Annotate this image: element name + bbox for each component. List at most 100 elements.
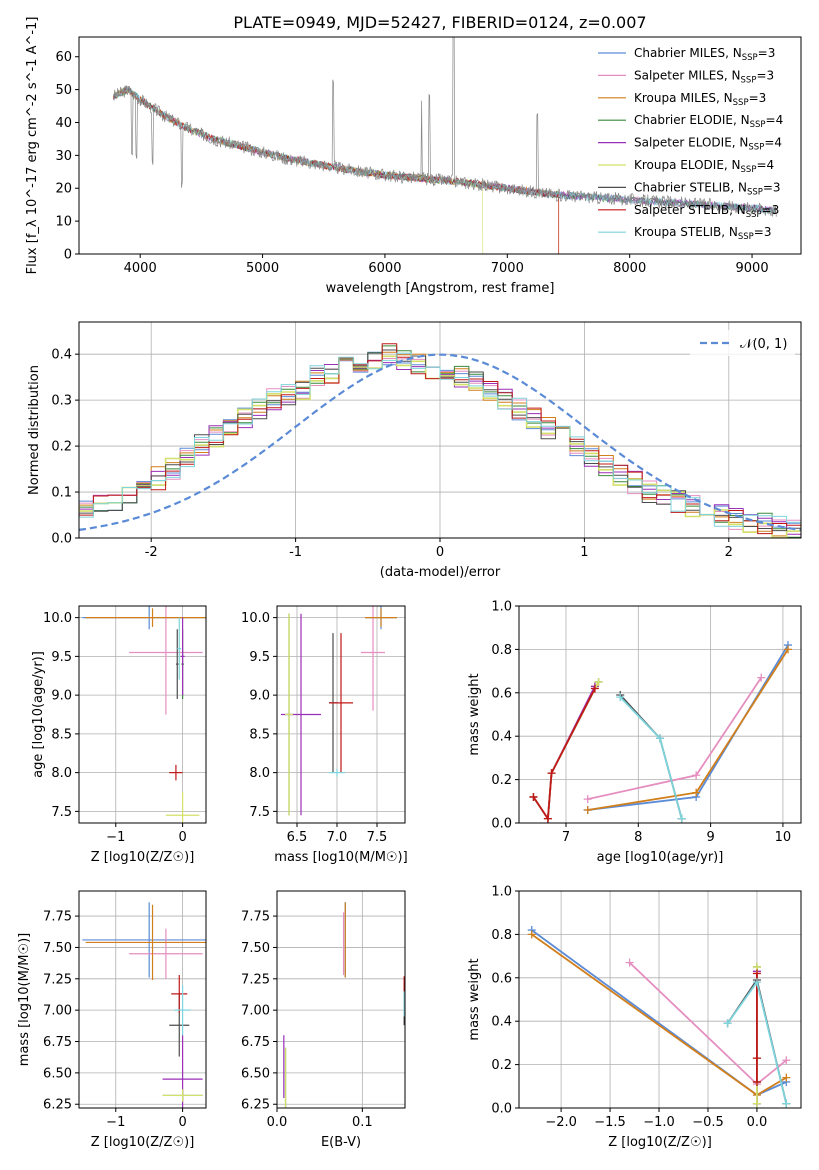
series-line — [532, 688, 596, 822]
y-tick-label: 6.75 — [241, 1035, 270, 1050]
data-point-marker — [583, 795, 592, 804]
panel-age_vs_Z: −1 0 7.5 8.0 8.5 9.0 9.5 10.0 Z [log10(Z/Z☉)] age… — [31, 605, 207, 865]
x-tick-label: 7.0 — [327, 830, 348, 845]
data-point-marker — [782, 1099, 791, 1108]
panel-mass_vs_Z: −1 0 6.25 6.50 6.75 7.00 7.25 7.50 7.75 Z [log10(… — [17, 890, 207, 1150]
spectrum-observed-line — [112, 37, 777, 217]
legend-label: 𝒩(0, 1) — [740, 337, 787, 352]
spectrum-model-line — [112, 86, 777, 214]
y-axis-label: Normed distribution — [27, 365, 42, 495]
y-axis-label: mass weight — [467, 673, 482, 755]
plot-area — [79, 343, 801, 538]
series-line — [587, 648, 789, 811]
y-tick-label: 0.0 — [51, 532, 72, 547]
y-tick-label: 10.0 — [241, 611, 270, 626]
data-point-marker — [752, 1054, 761, 1063]
x-tick-label: 2 — [725, 545, 733, 560]
y-tick-label: 40 — [55, 116, 72, 131]
y-tick-label: 9.0 — [51, 689, 72, 704]
legend-label: Salpeter ELODIE, NSSP=4 — [634, 136, 782, 153]
x-axis-label: wavelength [Angstrom, rest frame] — [326, 281, 555, 296]
spectrum-model-line — [113, 88, 777, 215]
legend-label: Kroupa STELIB, NSSP=3 — [634, 225, 772, 242]
y-tick-label: 7.25 — [43, 972, 72, 987]
y-axis-label: Flux [f_λ 10^-17 erg cm^-2 s^-1 A^-1] — [25, 17, 40, 275]
panel-residual_histogram: -2 -1 0 1 2 0.0 0.1 0.2 0.3 0.4 (data-model)/error… — [27, 321, 802, 580]
data-point-marker — [692, 788, 701, 797]
data-point-marker — [692, 771, 701, 780]
x-tick-label: 5000 — [246, 261, 279, 276]
x-axis-label: (data-model)/error — [380, 565, 501, 580]
x-tick-label: 6000 — [368, 261, 401, 276]
panel-age_vs_mass: 6.5 7.0 7.5 7.5 8.0 8.5 9.0 9.5 10.0 mass [log10(… — [241, 605, 408, 865]
y-tick-label: 0.0 — [491, 817, 512, 832]
y-tick-label: 30 — [55, 149, 72, 164]
y-tick-label: 0.2 — [491, 773, 512, 788]
x-tick-label: 7 — [562, 830, 570, 845]
data-point-marker — [527, 930, 536, 939]
legend-label: Chabrier MILES, NSSP=3 — [634, 46, 775, 63]
legend-label: Chabrier STELIB, NSSP=3 — [634, 180, 781, 197]
spectrum-legend: Chabrier MILES, NSSP=3 Salpeter MILES, NS… — [598, 46, 783, 242]
legend-label: Salpeter STELIB, NSSP=3 — [634, 203, 779, 220]
legend-box — [690, 330, 795, 356]
axes-frame — [78, 36, 802, 255]
y-tick-label: 7.25 — [241, 972, 270, 987]
histogram-legend: 𝒩(0, 1) — [690, 330, 795, 356]
y-tick-label: 1.0 — [491, 600, 512, 615]
y-tick-label: 7.5 — [51, 805, 72, 820]
x-tick-label: 7.5 — [367, 830, 388, 845]
y-tick-label: 7.00 — [43, 1004, 72, 1019]
y-tick-label: 0.2 — [51, 440, 72, 455]
y-tick-label: 0.1 — [51, 486, 72, 501]
axes-frame — [78, 321, 802, 539]
panel-massweight_vs_age: 7 8 9 10 0.0 0.2 0.4 0.6 0.8 1.0 age [log10(age/yr… — [467, 600, 802, 865]
x-axis-label: age [log10(age/yr)] — [597, 850, 724, 865]
y-tick-label: 0.8 — [491, 928, 512, 943]
data-point-marker — [590, 684, 599, 693]
x-tick-label: 9000 — [736, 261, 769, 276]
series-line — [587, 677, 762, 800]
y-tick-label: 60 — [55, 50, 72, 65]
data-point-marker — [529, 792, 538, 801]
data-point-marker — [782, 1056, 791, 1065]
y-tick-label: 0.4 — [491, 730, 512, 745]
plot-area — [281, 606, 397, 816]
data-point-marker — [677, 814, 686, 823]
series-line — [587, 644, 789, 811]
axes-frame — [276, 890, 406, 1109]
y-tick-label: 7.50 — [241, 941, 270, 956]
y-tick-label: 7.00 — [241, 1004, 270, 1019]
y-tick-label: 8.5 — [249, 727, 270, 742]
y-tick-label: 7.50 — [43, 941, 72, 956]
y-tick-label: 6.25 — [43, 1098, 72, 1113]
data-point-marker — [547, 769, 556, 778]
legend-label: Kroupa MILES, NSSP=3 — [634, 91, 766, 108]
y-axis-label: mass [log10(M/M☉)] — [17, 933, 32, 1066]
spectrum-model-line — [112, 86, 484, 254]
x-tick-label: 8 — [634, 830, 642, 845]
x-tick-label: −0.5 — [692, 1115, 724, 1130]
plot-area — [82, 606, 206, 823]
y-tick-label: 6.25 — [241, 1098, 270, 1113]
plot-area — [112, 37, 777, 254]
y-tick-label: 9.5 — [249, 650, 270, 665]
y-axis-label: age [log10(age/yr)] — [31, 651, 46, 778]
y-tick-label: 0.6 — [491, 686, 512, 701]
x-tick-label: 4000 — [124, 261, 157, 276]
data-point-marker — [583, 805, 592, 814]
y-tick-label: 0.2 — [491, 1058, 512, 1073]
y-tick-label: 1.0 — [491, 885, 512, 900]
data-point-marker — [783, 645, 792, 654]
x-tick-label: -2 — [145, 545, 158, 560]
spectrum-model-line — [112, 87, 777, 214]
data-point-marker — [752, 978, 761, 987]
legend-label: Salpeter MILES, NSSP=3 — [634, 68, 774, 85]
plot-area — [527, 926, 791, 1108]
data-point-marker — [757, 673, 766, 682]
x-axis-label: mass [log10(M/M☉)] — [274, 850, 407, 865]
x-tick-label: -1 — [289, 545, 302, 560]
y-tick-label: 8.5 — [51, 727, 72, 742]
axes-frame — [78, 605, 207, 824]
x-axis-label: Z [log10(Z/Z☉)] — [608, 1135, 712, 1150]
